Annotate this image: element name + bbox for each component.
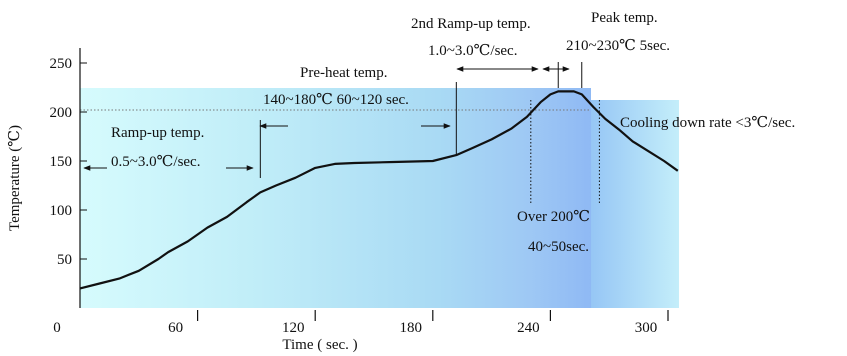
ramp2-rate: 1.0~3.0℃/sec.	[428, 43, 517, 59]
phase-markers	[259, 62, 600, 205]
x-tick-label: 60	[168, 320, 183, 336]
y-axis-ticks: 50 100 150 200 250	[50, 56, 87, 268]
x-tick-label: 180	[400, 320, 423, 336]
preheat-title: Pre-heat temp.	[300, 65, 387, 81]
region-cooling	[591, 100, 679, 308]
peak-range: 210~230℃ 5sec.	[566, 38, 670, 54]
over-200-title: Over 200℃	[517, 209, 590, 225]
x-tick-label: 120	[282, 320, 305, 336]
x-axis-ticks: 0 60 120 180 240 300	[53, 310, 669, 336]
ramp-up-rate: 0.5~3.0℃/sec.	[111, 154, 200, 170]
x-tick-label: 300	[635, 320, 658, 336]
peak-title: Peak temp.	[591, 10, 658, 26]
region-main	[80, 88, 591, 308]
y-tick-label: 250	[50, 56, 73, 72]
ramp2-title: 2nd Ramp-up temp.	[411, 16, 531, 32]
y-tick-label: 200	[50, 105, 73, 121]
y-tick-label: 100	[50, 203, 73, 219]
ramp-up-title: Ramp-up temp.	[111, 125, 204, 141]
x-tick-label: 0	[53, 320, 61, 336]
temperature-curve	[79, 90, 679, 290]
y-axis-title: Temperature (℃)	[7, 125, 23, 231]
cooling-rate: Cooling down rate <3℃/sec.	[620, 115, 795, 131]
over-200-time: 40~50sec.	[528, 239, 589, 255]
x-axis-title: Time ( sec. )	[282, 337, 357, 353]
x-tick-label: 240	[517, 320, 540, 336]
y-tick-label: 50	[57, 252, 72, 268]
preheat-range: 140~180℃ 60~120 sec.	[263, 92, 409, 108]
y-tick-label: 150	[50, 154, 73, 170]
